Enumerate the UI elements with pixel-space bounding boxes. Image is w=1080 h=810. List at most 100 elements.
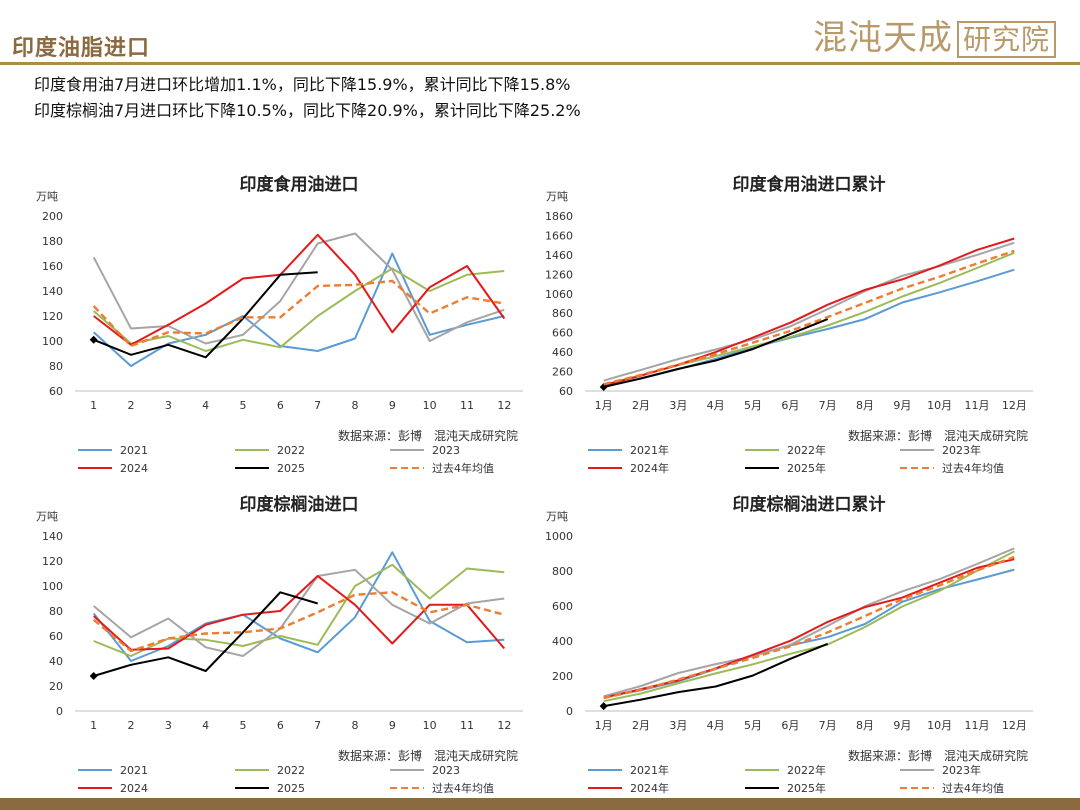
x-tick-label: 10 xyxy=(423,719,437,732)
y-tick-label: 0 xyxy=(56,705,63,718)
x-tick-label: 1月 xyxy=(595,719,613,732)
y-tick-label: 180 xyxy=(42,235,63,248)
y-axis-unit: 万吨 xyxy=(36,190,58,203)
legend-label-2022: 2022年 xyxy=(787,763,826,777)
legend-label-2024: 2024年 xyxy=(630,781,669,795)
x-tick-label: 4月 xyxy=(707,399,725,412)
y-tick-label: 1000 xyxy=(545,530,573,543)
series-line-2023 xyxy=(603,241,1015,382)
source-note: 数据来源：彭博 混沌天成研究院 xyxy=(338,428,518,443)
y-axis-unit: 万吨 xyxy=(546,510,568,523)
y-tick-label: 140 xyxy=(42,530,63,543)
y-tick-label: 260 xyxy=(552,366,573,379)
y-tick-label: 1860 xyxy=(545,210,573,223)
y-tick-label: 80 xyxy=(49,360,63,373)
x-tick-label: 6月 xyxy=(781,399,799,412)
x-tick-label: 11月 xyxy=(965,719,990,732)
x-tick-label: 10月 xyxy=(927,719,952,732)
y-tick-label: 400 xyxy=(552,635,573,648)
x-tick-label: 7 xyxy=(314,719,321,732)
legend-label-2023: 2023 xyxy=(432,764,460,777)
x-tick-label: 10 xyxy=(423,399,437,412)
source-note: 数据来源：彭博 混沌天成研究院 xyxy=(848,748,1028,763)
x-tick-label: 8 xyxy=(352,399,359,412)
summary-line-palm-oil: 印度棕榈油7月进口环比下降10.5%，同比下降20.9%，累计同比下降25.2% xyxy=(34,101,581,120)
x-tick-label: 5 xyxy=(240,399,247,412)
series-marker-2025 xyxy=(89,672,98,680)
legend-label-2022: 2022 xyxy=(277,444,305,457)
x-tick-label: 2 xyxy=(128,719,135,732)
series-line-2022 xyxy=(603,550,1015,703)
series-line-avg xyxy=(92,591,505,653)
x-tick-label: 12月 xyxy=(1002,399,1027,412)
series-line-2025 xyxy=(603,642,829,708)
legend-label-2021: 2021年 xyxy=(630,443,669,457)
logo-text: 混沌天成 xyxy=(812,18,953,58)
x-tick-label: 11月 xyxy=(965,399,990,412)
x-tick-label: 10月 xyxy=(927,399,952,412)
x-tick-label: 3 xyxy=(165,399,172,412)
x-tick-label: 8 xyxy=(352,719,359,732)
legend-label-2024: 2024 xyxy=(120,462,148,475)
x-tick-label: 12月 xyxy=(1002,719,1027,732)
x-tick-label: 2月 xyxy=(632,399,650,412)
series-marker-2025 xyxy=(89,335,98,344)
y-tick-label: 460 xyxy=(552,346,573,359)
chart-palm-oil-cumulative: 印度棕榈油进口累计 万吨 0 200 400 600 800 1000 1月 2月 3月 4月 5月 6月… xyxy=(540,488,1045,798)
series-line-2023 xyxy=(93,568,505,657)
x-tick-label: 9 xyxy=(389,399,396,412)
legend-label-2025: 2025年 xyxy=(787,461,826,475)
legend-label-2024: 2024 xyxy=(120,782,148,795)
x-tick-label: 8月 xyxy=(856,719,874,732)
y-tick-label: 60 xyxy=(559,385,573,398)
series-line-2025 xyxy=(93,271,318,359)
x-tick-label: 12 xyxy=(497,719,511,732)
y-tick-label: 0 xyxy=(566,705,573,718)
legend-label-2025: 2025 xyxy=(277,462,305,475)
series-line-2023 xyxy=(603,547,1015,698)
x-tick-label: 9月 xyxy=(893,399,911,412)
y-tick-label: 1060 xyxy=(545,288,573,301)
series-marker-2025 xyxy=(599,383,608,392)
x-tick-label: 4 xyxy=(202,719,209,732)
legend-label-2021: 2021 xyxy=(120,444,148,457)
chart-title: 印度棕榈油进口 xyxy=(240,494,359,515)
legend-label-2021: 2021年 xyxy=(630,763,669,777)
legend-label-avg: 过去4年均值 xyxy=(432,781,494,795)
y-tick-label: 200 xyxy=(42,210,63,223)
y-tick-label: 1660 xyxy=(545,229,573,242)
legend-label-2025: 2025年 xyxy=(787,781,826,795)
header-divider xyxy=(0,62,1080,65)
x-tick-label: 6 xyxy=(277,719,284,732)
summary-line-edible-oil: 印度食用油7月进口环比增加1.1%，同比下降15.9%，累计同比下降15.8% xyxy=(34,75,571,94)
x-tick-label: 8月 xyxy=(856,399,874,412)
x-tick-label: 2月 xyxy=(632,719,650,732)
y-tick-label: 40 xyxy=(49,655,63,668)
x-tick-label: 4月 xyxy=(707,719,725,732)
x-tick-label: 3 xyxy=(165,719,172,732)
y-axis-unit: 万吨 xyxy=(36,510,58,523)
x-tick-label: 5月 xyxy=(744,719,762,732)
footer-bar xyxy=(0,798,1080,810)
y-tick-label: 100 xyxy=(42,335,63,348)
y-tick-label: 60 xyxy=(49,630,63,643)
legend-label-2021: 2021 xyxy=(120,764,148,777)
y-tick-label: 60 xyxy=(49,385,63,398)
chart-palm-oil-imports: 印度棕榈油进口 万吨 0 20 40 60 80 100 120 140 1 2 3 4 5 6 7 8 9 10 11… xyxy=(30,488,535,798)
legend-label-2024: 2024年 xyxy=(630,461,669,475)
x-tick-label: 1月 xyxy=(595,399,613,412)
x-tick-label: 11 xyxy=(460,719,474,732)
y-tick-label: 860 xyxy=(552,307,573,320)
y-axis-unit: 万吨 xyxy=(546,190,568,203)
legend-label-avg: 过去4年均值 xyxy=(942,781,1004,795)
x-tick-label: 7月 xyxy=(819,719,837,732)
y-tick-label: 140 xyxy=(42,285,63,298)
source-note: 数据来源：彭博 混沌天成研究院 xyxy=(338,748,518,763)
series-line-avg xyxy=(603,555,1015,700)
y-tick-label: 1260 xyxy=(545,268,573,281)
x-tick-label: 5 xyxy=(240,719,247,732)
legend-label-2023: 2023年 xyxy=(942,763,981,777)
x-tick-label: 1 xyxy=(90,719,97,732)
